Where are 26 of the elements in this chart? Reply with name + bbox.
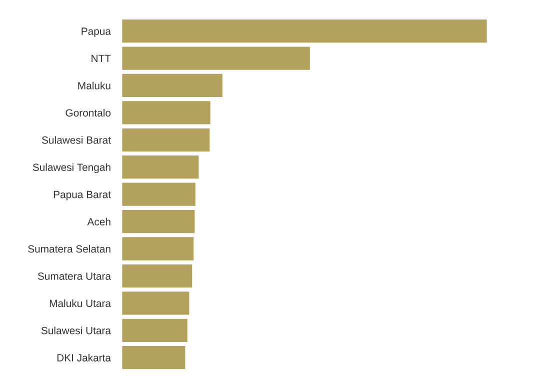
bar <box>122 128 210 152</box>
bar <box>122 101 210 124</box>
bar <box>122 74 222 98</box>
bar <box>122 318 188 342</box>
bar <box>122 292 190 315</box>
bar <box>122 156 199 179</box>
y-tick-label: Maluku Utara <box>50 299 111 308</box>
bar <box>122 346 186 370</box>
y-tick-label: NTT <box>92 54 111 62</box>
bar <box>122 46 310 70</box>
bar <box>122 182 196 206</box>
y-tick-label: Aceh <box>87 218 110 226</box>
bar <box>122 264 192 288</box>
y-tick-label: Papua Barat <box>54 190 111 200</box>
y-tick-label: Gorontalo <box>66 108 111 117</box>
y-tick-label: Papua <box>82 28 111 37</box>
y-tick-label: Maluku <box>78 82 110 90</box>
bar <box>122 19 487 43</box>
y-tick-label: Sulawesi Tengah <box>32 163 110 174</box>
y-tick-label: Sumatera Selatan <box>28 244 110 253</box>
y-tick-label: DKI Jakarta <box>57 354 111 362</box>
bar <box>122 210 195 234</box>
bar <box>122 237 194 260</box>
y-tick-label: Sulawesi Barat <box>42 136 111 144</box>
y-tick-label: Sumatera Utara <box>38 272 111 280</box>
y-tick-label: Sulawesi Utara <box>41 326 111 334</box>
